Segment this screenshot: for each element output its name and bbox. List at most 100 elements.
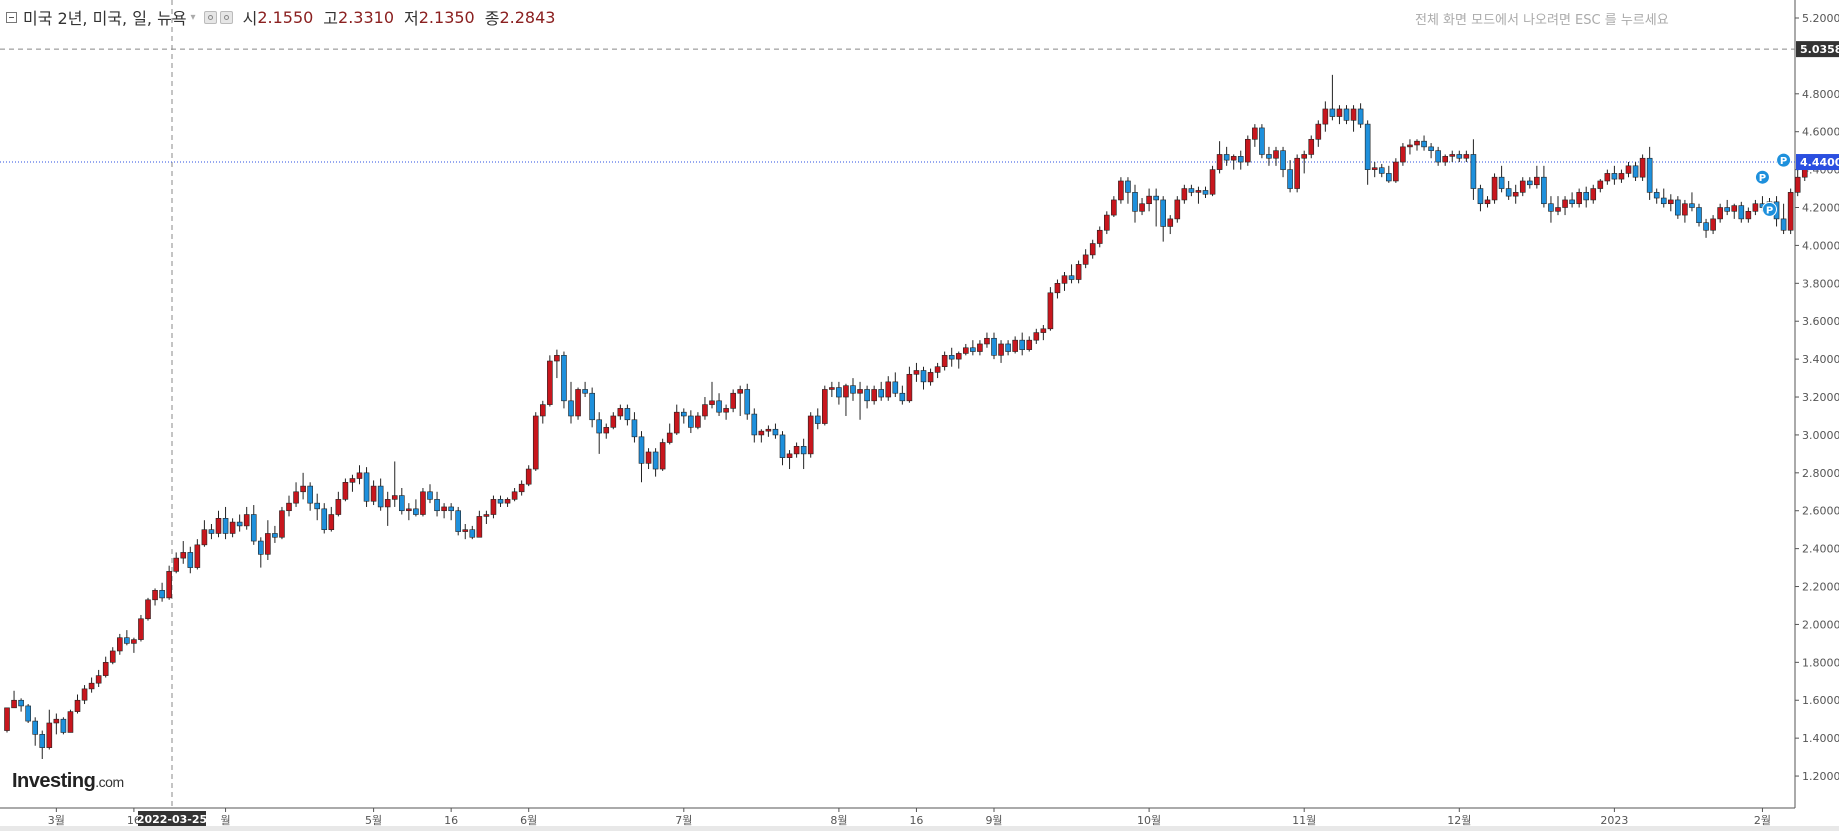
candle-body — [843, 385, 849, 398]
candle-body — [1075, 264, 1082, 280]
candle-body — [476, 516, 483, 538]
candle-body — [1646, 157, 1653, 193]
current-price-label: 4.4400 — [1800, 156, 1839, 169]
candle-body — [32, 720, 39, 735]
candle-body — [67, 711, 74, 733]
candle-body — [836, 387, 842, 398]
candle-body — [74, 699, 81, 712]
candle-body — [1259, 127, 1265, 155]
candle-body — [1188, 188, 1195, 193]
candle-body — [1040, 328, 1047, 333]
candle-body — [60, 718, 67, 733]
y-tick-label: 5.2000 — [1802, 12, 1839, 25]
candle-body — [744, 389, 751, 415]
horizontal-scrollbar[interactable] — [0, 826, 1839, 831]
candle-body — [751, 413, 758, 436]
candle-body — [547, 360, 553, 405]
hide-series-icon[interactable] — [219, 10, 233, 24]
x-tick-label: 5월 — [365, 814, 382, 827]
candle-body — [758, 430, 765, 436]
symbol-title[interactable]: 미국 2년, 미국, 일, 뉴욕 — [23, 9, 187, 28]
candle-body — [1576, 192, 1582, 205]
low-label: 저 — [404, 9, 419, 28]
y-tick-label: 3.0000 — [1802, 429, 1839, 442]
chevron-down-icon[interactable]: ▾ — [190, 11, 196, 23]
candle-body — [187, 552, 194, 568]
candle-body — [1237, 156, 1244, 163]
candle-body — [977, 343, 983, 352]
candle-body — [695, 415, 701, 428]
x-tick-label: 6월 — [520, 814, 537, 827]
candle-body — [39, 734, 46, 748]
candle-body — [814, 415, 821, 424]
candle-body — [1322, 108, 1329, 125]
candle-body — [18, 699, 24, 707]
x-tick-label: 12월 — [1447, 814, 1471, 827]
candle-body — [1555, 207, 1561, 212]
collapse-legend-icon[interactable] — [6, 11, 17, 23]
candle-body — [1202, 190, 1209, 195]
candle-body — [575, 389, 581, 417]
candle-body — [878, 389, 885, 398]
investing-logo: Investing.com — [12, 770, 124, 793]
candle-body — [1364, 123, 1371, 170]
candle-body — [1548, 203, 1554, 212]
candle-body — [737, 389, 744, 394]
event-marker[interactable] — [1754, 169, 1770, 185]
candle-body — [257, 540, 264, 555]
candle-body — [666, 432, 673, 443]
candle-body — [1195, 190, 1202, 193]
candle-body — [730, 392, 736, 409]
candle-body — [885, 381, 892, 398]
y-tick-label: 4.2000 — [1802, 202, 1839, 215]
y-tick-label: 2.8000 — [1802, 467, 1839, 480]
settings-icon[interactable] — [203, 10, 217, 24]
x-tick-label: 2월 — [1754, 814, 1771, 827]
candle-body — [1266, 154, 1272, 159]
event-marker[interactable] — [1762, 201, 1777, 217]
candle-body — [377, 485, 384, 508]
event-marker[interactable] — [1776, 152, 1792, 168]
candle-body — [1181, 188, 1188, 201]
candle-body — [941, 355, 948, 368]
candle-body — [638, 436, 645, 464]
candle-body — [1223, 154, 1230, 161]
candle-body — [1752, 203, 1759, 212]
candle-body — [1280, 150, 1286, 170]
candle-body — [1089, 243, 1096, 256]
candle-body — [970, 347, 976, 352]
candle-body — [1308, 138, 1315, 155]
candle-body — [1731, 205, 1738, 212]
x-tick-label: 11월 — [1292, 814, 1316, 827]
candle-body — [1216, 154, 1223, 170]
candle-body — [434, 499, 440, 512]
candle-body — [1632, 165, 1639, 178]
candle-body — [1273, 150, 1279, 159]
candle-body — [652, 451, 659, 470]
candle-body — [1787, 192, 1794, 231]
candle-body — [441, 506, 447, 512]
y-tick-label: 3.8000 — [1802, 277, 1839, 290]
candle-body — [448, 506, 454, 512]
candle-body — [1618, 173, 1625, 180]
candle-body — [1569, 199, 1575, 205]
crosshair-date-badge — [138, 811, 206, 827]
candle-body — [124, 637, 130, 644]
candle-body — [1033, 332, 1040, 341]
candle-body — [610, 415, 617, 428]
candle-body — [1153, 195, 1159, 201]
candle-body — [469, 529, 476, 538]
candle-body — [568, 400, 574, 417]
candle-body — [955, 353, 962, 360]
candle-body — [229, 521, 236, 534]
candle-body — [1118, 180, 1124, 201]
candle-body — [582, 389, 588, 394]
candle-body — [1343, 108, 1350, 121]
candle-body — [1738, 205, 1745, 220]
event-marker-label: P — [1759, 173, 1766, 184]
candle-body — [391, 495, 398, 500]
candle-body — [1174, 199, 1181, 220]
candle-body — [920, 370, 927, 383]
